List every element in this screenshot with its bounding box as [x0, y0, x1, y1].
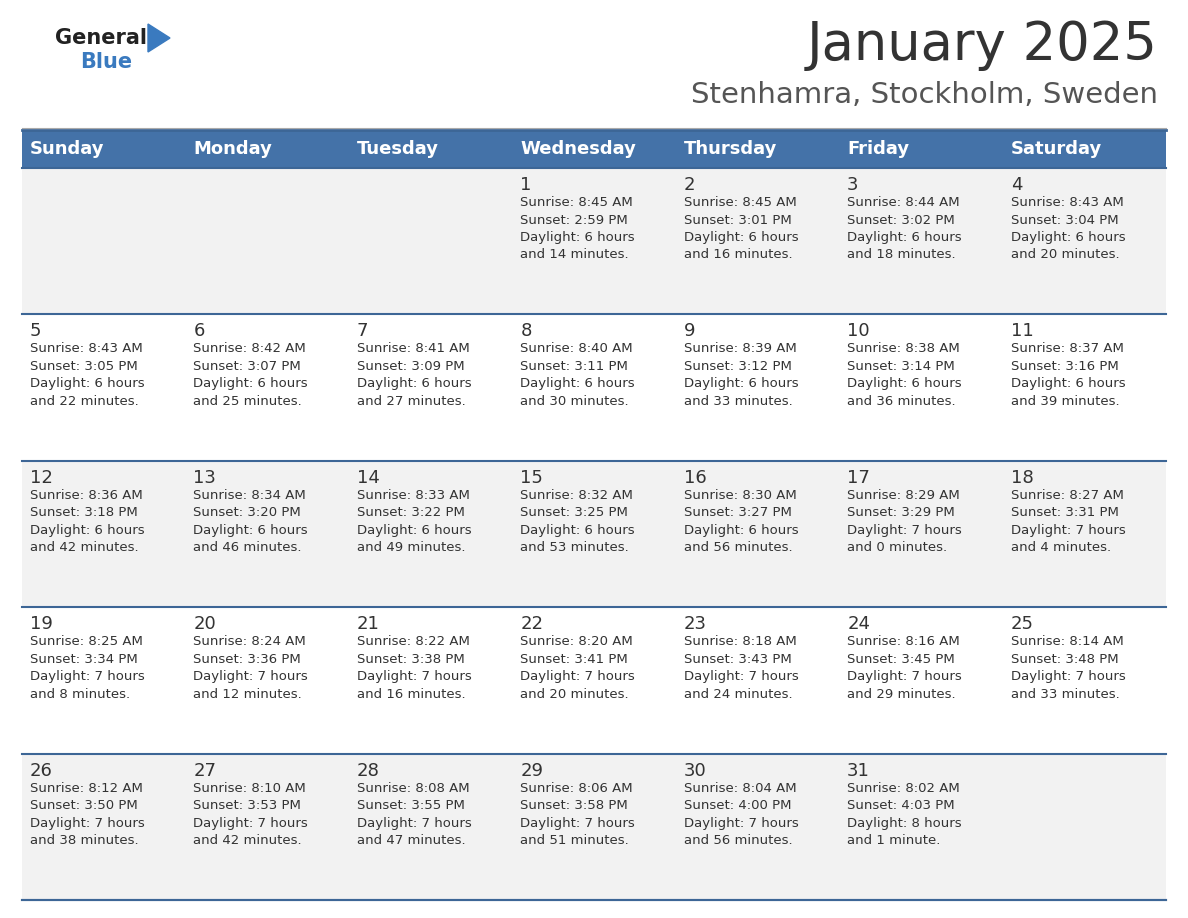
Text: Stenhamra, Stockholm, Sweden: Stenhamra, Stockholm, Sweden [691, 81, 1158, 109]
Text: 8: 8 [520, 322, 532, 341]
Text: Sunrise: 8:37 AM
Sunset: 3:16 PM
Daylight: 6 hours
and 39 minutes.: Sunrise: 8:37 AM Sunset: 3:16 PM Dayligh… [1011, 342, 1125, 408]
Text: 19: 19 [30, 615, 53, 633]
Bar [23, 754, 1165, 900]
Bar [23, 168, 1165, 314]
Text: Sunrise: 8:02 AM
Sunset: 4:03 PM
Daylight: 8 hours
and 1 minute.: Sunrise: 8:02 AM Sunset: 4:03 PM Dayligh… [847, 781, 962, 847]
Bar [23, 314, 1165, 461]
Text: Sunrise: 8:08 AM
Sunset: 3:55 PM
Daylight: 7 hours
and 47 minutes.: Sunrise: 8:08 AM Sunset: 3:55 PM Dayligh… [356, 781, 472, 847]
Text: 1: 1 [520, 176, 532, 194]
Text: Sunrise: 8:16 AM
Sunset: 3:45 PM
Daylight: 7 hours
and 29 minutes.: Sunrise: 8:16 AM Sunset: 3:45 PM Dayligh… [847, 635, 962, 700]
Text: 17: 17 [847, 469, 870, 487]
Polygon shape [148, 24, 170, 52]
Text: 23: 23 [684, 615, 707, 633]
Text: Thursday: Thursday [684, 140, 777, 158]
Text: Sunrise: 8:32 AM
Sunset: 3:25 PM
Daylight: 6 hours
and 53 minutes.: Sunrise: 8:32 AM Sunset: 3:25 PM Dayligh… [520, 488, 634, 554]
Text: Saturday: Saturday [1011, 140, 1101, 158]
Bar [23, 130, 1165, 168]
Text: 28: 28 [356, 762, 380, 779]
Text: Sunrise: 8:27 AM
Sunset: 3:31 PM
Daylight: 7 hours
and 4 minutes.: Sunrise: 8:27 AM Sunset: 3:31 PM Dayligh… [1011, 488, 1125, 554]
Text: 9: 9 [684, 322, 695, 341]
Text: General: General [55, 28, 147, 48]
Text: Sunrise: 8:33 AM
Sunset: 3:22 PM
Daylight: 6 hours
and 49 minutes.: Sunrise: 8:33 AM Sunset: 3:22 PM Dayligh… [356, 488, 472, 554]
Text: 2: 2 [684, 176, 695, 194]
Text: 14: 14 [356, 469, 380, 487]
Text: Sunrise: 8:42 AM
Sunset: 3:07 PM
Daylight: 6 hours
and 25 minutes.: Sunrise: 8:42 AM Sunset: 3:07 PM Dayligh… [194, 342, 308, 408]
Bar [23, 461, 1165, 607]
Text: Sunrise: 8:14 AM
Sunset: 3:48 PM
Daylight: 7 hours
and 33 minutes.: Sunrise: 8:14 AM Sunset: 3:48 PM Dayligh… [1011, 635, 1125, 700]
Text: Sunrise: 8:38 AM
Sunset: 3:14 PM
Daylight: 6 hours
and 36 minutes.: Sunrise: 8:38 AM Sunset: 3:14 PM Dayligh… [847, 342, 962, 408]
Text: 25: 25 [1011, 615, 1034, 633]
Text: 26: 26 [30, 762, 53, 779]
Text: 15: 15 [520, 469, 543, 487]
Text: 5: 5 [30, 322, 42, 341]
Text: Sunrise: 8:44 AM
Sunset: 3:02 PM
Daylight: 6 hours
and 18 minutes.: Sunrise: 8:44 AM Sunset: 3:02 PM Dayligh… [847, 196, 962, 262]
Text: Sunrise: 8:10 AM
Sunset: 3:53 PM
Daylight: 7 hours
and 42 minutes.: Sunrise: 8:10 AM Sunset: 3:53 PM Dayligh… [194, 781, 308, 847]
Text: 11: 11 [1011, 322, 1034, 341]
Text: January 2025: January 2025 [807, 19, 1158, 71]
Text: Wednesday: Wednesday [520, 140, 636, 158]
Text: Sunrise: 8:45 AM
Sunset: 2:59 PM
Daylight: 6 hours
and 14 minutes.: Sunrise: 8:45 AM Sunset: 2:59 PM Dayligh… [520, 196, 634, 262]
Text: 31: 31 [847, 762, 870, 779]
Text: Sunrise: 8:36 AM
Sunset: 3:18 PM
Daylight: 6 hours
and 42 minutes.: Sunrise: 8:36 AM Sunset: 3:18 PM Dayligh… [30, 488, 145, 554]
Text: 10: 10 [847, 322, 870, 341]
Text: Sunday: Sunday [30, 140, 105, 158]
Text: Sunrise: 8:29 AM
Sunset: 3:29 PM
Daylight: 7 hours
and 0 minutes.: Sunrise: 8:29 AM Sunset: 3:29 PM Dayligh… [847, 488, 962, 554]
Text: Sunrise: 8:25 AM
Sunset: 3:34 PM
Daylight: 7 hours
and 8 minutes.: Sunrise: 8:25 AM Sunset: 3:34 PM Dayligh… [30, 635, 145, 700]
Text: 18: 18 [1011, 469, 1034, 487]
Text: 30: 30 [684, 762, 707, 779]
Text: 22: 22 [520, 615, 543, 633]
Text: Monday: Monday [194, 140, 272, 158]
Text: 3: 3 [847, 176, 859, 194]
Text: Blue: Blue [80, 52, 132, 72]
Text: Sunrise: 8:18 AM
Sunset: 3:43 PM
Daylight: 7 hours
and 24 minutes.: Sunrise: 8:18 AM Sunset: 3:43 PM Dayligh… [684, 635, 798, 700]
Bar [23, 607, 1165, 754]
Text: Sunrise: 8:30 AM
Sunset: 3:27 PM
Daylight: 6 hours
and 56 minutes.: Sunrise: 8:30 AM Sunset: 3:27 PM Dayligh… [684, 488, 798, 554]
Text: Sunrise: 8:06 AM
Sunset: 3:58 PM
Daylight: 7 hours
and 51 minutes.: Sunrise: 8:06 AM Sunset: 3:58 PM Dayligh… [520, 781, 636, 847]
Text: 16: 16 [684, 469, 707, 487]
Text: Sunrise: 8:45 AM
Sunset: 3:01 PM
Daylight: 6 hours
and 16 minutes.: Sunrise: 8:45 AM Sunset: 3:01 PM Dayligh… [684, 196, 798, 262]
Text: Sunrise: 8:43 AM
Sunset: 3:05 PM
Daylight: 6 hours
and 22 minutes.: Sunrise: 8:43 AM Sunset: 3:05 PM Dayligh… [30, 342, 145, 408]
Text: 4: 4 [1011, 176, 1022, 194]
Text: 13: 13 [194, 469, 216, 487]
Text: 7: 7 [356, 322, 368, 341]
Text: 20: 20 [194, 615, 216, 633]
Text: Sunrise: 8:40 AM
Sunset: 3:11 PM
Daylight: 6 hours
and 30 minutes.: Sunrise: 8:40 AM Sunset: 3:11 PM Dayligh… [520, 342, 634, 408]
Text: 27: 27 [194, 762, 216, 779]
Text: Sunrise: 8:04 AM
Sunset: 4:00 PM
Daylight: 7 hours
and 56 minutes.: Sunrise: 8:04 AM Sunset: 4:00 PM Dayligh… [684, 781, 798, 847]
Text: Sunrise: 8:39 AM
Sunset: 3:12 PM
Daylight: 6 hours
and 33 minutes.: Sunrise: 8:39 AM Sunset: 3:12 PM Dayligh… [684, 342, 798, 408]
Text: Sunrise: 8:41 AM
Sunset: 3:09 PM
Daylight: 6 hours
and 27 minutes.: Sunrise: 8:41 AM Sunset: 3:09 PM Dayligh… [356, 342, 472, 408]
Text: 6: 6 [194, 322, 204, 341]
Text: 12: 12 [30, 469, 53, 487]
Text: 29: 29 [520, 762, 543, 779]
Text: Friday: Friday [847, 140, 909, 158]
Text: Sunrise: 8:34 AM
Sunset: 3:20 PM
Daylight: 6 hours
and 46 minutes.: Sunrise: 8:34 AM Sunset: 3:20 PM Dayligh… [194, 488, 308, 554]
Text: Sunrise: 8:20 AM
Sunset: 3:41 PM
Daylight: 7 hours
and 20 minutes.: Sunrise: 8:20 AM Sunset: 3:41 PM Dayligh… [520, 635, 636, 700]
Text: 24: 24 [847, 615, 870, 633]
Text: Sunrise: 8:43 AM
Sunset: 3:04 PM
Daylight: 6 hours
and 20 minutes.: Sunrise: 8:43 AM Sunset: 3:04 PM Dayligh… [1011, 196, 1125, 262]
Text: Sunrise: 8:12 AM
Sunset: 3:50 PM
Daylight: 7 hours
and 38 minutes.: Sunrise: 8:12 AM Sunset: 3:50 PM Dayligh… [30, 781, 145, 847]
Text: Sunrise: 8:22 AM
Sunset: 3:38 PM
Daylight: 7 hours
and 16 minutes.: Sunrise: 8:22 AM Sunset: 3:38 PM Dayligh… [356, 635, 472, 700]
Text: Tuesday: Tuesday [356, 140, 438, 158]
Text: Sunrise: 8:24 AM
Sunset: 3:36 PM
Daylight: 7 hours
and 12 minutes.: Sunrise: 8:24 AM Sunset: 3:36 PM Dayligh… [194, 635, 308, 700]
Text: 21: 21 [356, 615, 380, 633]
